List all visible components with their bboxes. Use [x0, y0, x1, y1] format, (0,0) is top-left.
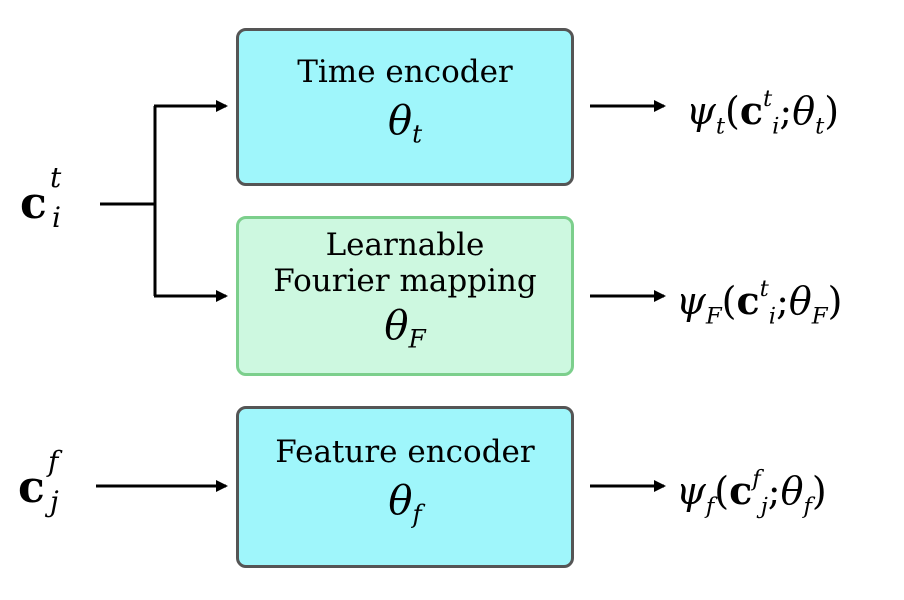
time-encoder-box: Time encoder θt: [236, 28, 574, 186]
output-psi-F: ψF(cti;θF): [676, 276, 843, 330]
feature-encoder-box: Feature encoder θf: [236, 406, 574, 568]
feature-encoder-label: Feature encoder: [275, 434, 535, 471]
input-c-t: c t i: [20, 161, 62, 234]
output-psi-t: ψt(cti;θt): [686, 86, 840, 140]
feature-encoder-param: θf: [388, 478, 422, 529]
fourier-label-line2: Fourier mapping: [273, 263, 537, 300]
fourier-mapping-box: Learnable Fourier mapping θF: [236, 216, 574, 376]
time-encoder-param: θt: [387, 98, 423, 149]
fourier-param: θF: [384, 303, 426, 354]
input-c-f: c f j: [18, 445, 59, 518]
time-encoder-label: Time encoder: [297, 54, 513, 91]
output-psi-f: ψf(cfj;θf): [676, 466, 827, 520]
fourier-label-line1: Learnable: [325, 227, 485, 264]
